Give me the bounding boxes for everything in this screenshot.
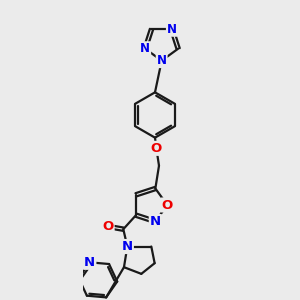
Text: N: N: [167, 23, 177, 36]
Text: O: O: [151, 142, 162, 155]
Text: N: N: [122, 240, 133, 253]
Text: N: N: [157, 54, 167, 67]
Text: N: N: [150, 215, 161, 228]
Text: O: O: [102, 220, 114, 233]
Text: N: N: [84, 256, 95, 269]
Text: N: N: [140, 42, 150, 55]
Text: O: O: [162, 199, 173, 212]
